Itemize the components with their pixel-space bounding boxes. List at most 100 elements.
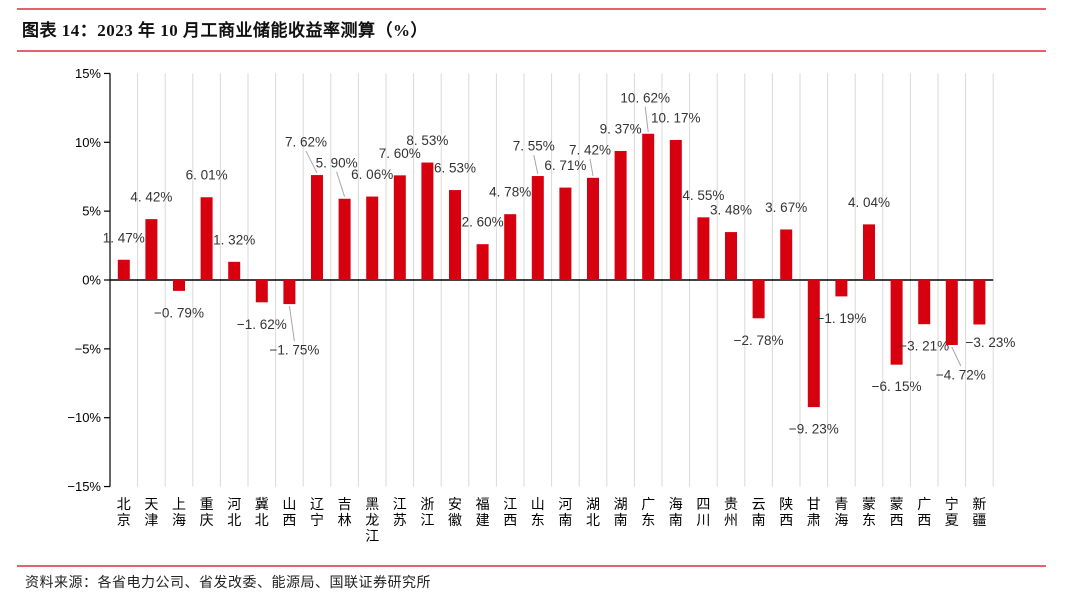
- bar: [807, 280, 820, 408]
- bar-value-label: −1. 19%: [816, 311, 866, 326]
- x-category-label: 上海: [172, 497, 186, 529]
- bar-value-label: 6. 71%: [544, 158, 586, 173]
- label-leader-line: [336, 171, 346, 197]
- x-category-label: 蒙西: [890, 497, 904, 529]
- x-category-label: 吉林: [338, 497, 352, 529]
- bar-value-label: 4. 04%: [848, 195, 890, 210]
- x-category-label: 安徽: [448, 497, 462, 529]
- bar-value-label: 7. 42%: [569, 142, 611, 157]
- bar-value-label: 3. 67%: [765, 200, 807, 215]
- bar: [173, 280, 185, 291]
- bar: [145, 219, 158, 280]
- bar-value-label: 2. 60%: [462, 215, 504, 230]
- y-tick-label: −5%: [75, 341, 102, 356]
- bar-chart: 15% 10% 5% 0% −5% −10% −15% 1. 47% 4. 42% −0. 79%…: [67, 66, 1015, 545]
- label-leader-line: [644, 106, 649, 132]
- bar: [642, 133, 655, 280]
- bar-value-label: −9. 23%: [789, 422, 839, 437]
- bar-value-label: −6. 15%: [872, 379, 922, 394]
- bar: [752, 280, 765, 319]
- bar-value-label: −4. 72%: [936, 367, 986, 382]
- x-category-label: 陕西: [779, 497, 793, 529]
- y-tick-label: −10%: [67, 410, 101, 425]
- bar: [366, 196, 379, 280]
- x-category-label: 福建: [476, 497, 490, 529]
- x-category-label: 辽宁: [310, 497, 324, 529]
- bar-value-label: 7. 60%: [379, 146, 421, 161]
- x-category-label: 贵州: [724, 497, 738, 529]
- bar-value-label: 6. 06%: [351, 167, 393, 182]
- bar-value-label: 4. 42%: [130, 190, 172, 205]
- bar-value-label: 3. 48%: [710, 203, 752, 218]
- bar-value-label: 5. 90%: [316, 155, 358, 170]
- x-category-label: 湖北: [586, 497, 600, 529]
- bar-value-label: 9. 37%: [600, 121, 642, 136]
- source-note: 资料来源：各省电力公司、省发改委、能源局、国联证券研究所: [25, 576, 431, 591]
- bar-value-label: 4. 55%: [682, 188, 724, 203]
- bar: [614, 150, 627, 280]
- bar: [531, 176, 544, 280]
- bar: [559, 187, 572, 280]
- figure-title: 图表 14：2023 年 10 月工商业储能收益率测算（%）: [22, 21, 428, 40]
- bar-value-label: 10. 62%: [620, 90, 670, 105]
- bar-value-label: 8. 53%: [406, 133, 448, 148]
- footer-rule: [17, 565, 1046, 567]
- bar-value-label: 6. 53%: [434, 161, 476, 176]
- bar-value-label: −3. 23%: [965, 335, 1015, 350]
- bar-value-label: −1. 62%: [237, 317, 287, 332]
- title-divider-rule: [17, 50, 1046, 52]
- x-category-label: 甘肃: [807, 497, 821, 529]
- bar: [449, 190, 461, 280]
- x-category-label: 云南: [752, 498, 766, 529]
- bar: [311, 175, 323, 280]
- top-rule: [17, 8, 1046, 10]
- bar: [504, 214, 517, 280]
- label-leader-line: [305, 150, 318, 174]
- bar-value-label: −3. 21%: [899, 339, 949, 354]
- bar: [228, 261, 241, 280]
- x-category-label: 山东: [531, 497, 545, 529]
- bar: [918, 280, 931, 325]
- bar: [945, 280, 958, 345]
- y-tick-label: 5%: [82, 204, 101, 219]
- bar: [283, 280, 296, 305]
- bar: [669, 139, 682, 280]
- bar: [973, 280, 986, 325]
- bar-value-label: 10. 17%: [651, 110, 701, 125]
- label-leader-line: [951, 346, 962, 367]
- x-category-label: 广西: [917, 497, 931, 529]
- bar-value-label: −2. 78%: [734, 333, 784, 348]
- x-category-label: 新疆: [972, 497, 986, 529]
- bar-value-label: 6. 01%: [186, 168, 228, 183]
- x-category-label: 北京: [117, 497, 131, 529]
- y-tick-label: 15%: [75, 66, 101, 81]
- y-tick-label: 10%: [75, 135, 101, 150]
- label-leader-line: [589, 158, 594, 176]
- bar: [725, 232, 737, 280]
- y-tick-label: 0%: [82, 273, 101, 288]
- bar-value-label: −0. 79%: [154, 305, 204, 320]
- bar-value-label: 7. 55%: [513, 139, 555, 154]
- bar-value-label: −1. 75%: [269, 343, 319, 358]
- bar: [890, 280, 903, 365]
- x-category-label: 天津: [144, 498, 158, 529]
- x-category-label: 河南: [558, 497, 572, 529]
- bar-value-label: 7. 62%: [285, 135, 327, 150]
- x-category-label: 广东: [641, 497, 655, 529]
- x-category-label: 江苏: [393, 497, 407, 529]
- bar-value-label: 1. 32%: [213, 232, 255, 247]
- bar: [338, 198, 351, 280]
- bar: [421, 162, 434, 280]
- x-category-label: 浙江: [420, 497, 434, 529]
- x-category-label: 湖南: [614, 497, 628, 529]
- bar: [255, 280, 268, 303]
- bar: [476, 244, 489, 280]
- y-tick-label: −15%: [67, 479, 101, 494]
- x-category-label: 四川: [696, 498, 710, 529]
- x-category-label: 青海: [834, 497, 848, 529]
- x-category-label: 海南: [669, 497, 683, 529]
- bar: [200, 197, 213, 280]
- label-leader-line: [288, 306, 295, 342]
- bar: [587, 177, 599, 280]
- bar: [835, 280, 848, 297]
